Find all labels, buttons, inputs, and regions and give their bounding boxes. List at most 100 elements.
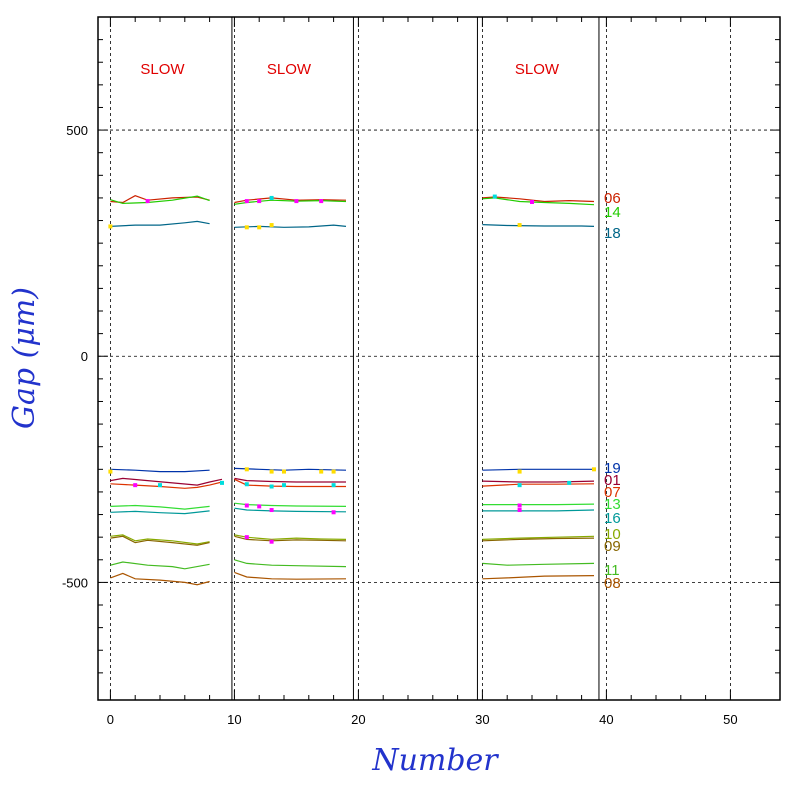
series-line-09 [110,535,210,546]
data-point-marker [269,195,274,200]
data-point-marker [257,504,262,509]
series-label: 10 [604,526,621,543]
data-point-marker [530,199,534,204]
x-tick-labels: 0 10 20 30 40 50 [107,712,738,727]
run-boundaries [231,17,600,700]
series-line-08 [110,572,210,586]
series-label: 01 [604,472,621,489]
data-point-marker [282,469,286,474]
series-line-14 [234,199,347,205]
data-point-marker [517,508,522,513]
series-label: 07 [604,484,621,501]
series-line-10 [110,534,210,545]
series-line-08 [482,575,595,580]
slow-annotations: SLOW SLOW SLOW [140,61,559,78]
data-point-marker [244,503,249,508]
data-point-marker [269,469,274,474]
data-point-marker [517,503,522,508]
series-label: 11 [604,562,620,579]
data-point-marker [517,469,522,474]
series-line-13 [110,504,210,510]
series-line-10 [482,535,595,540]
series-label: 06 [604,190,621,207]
series-markers [108,194,596,544]
data-point-marker [257,199,262,204]
series-line-01 [234,477,346,483]
data-point-marker [269,539,274,544]
plot-frame [97,16,781,701]
series-line-18 [482,224,595,227]
x-tick-label: 20 [351,712,365,727]
series-label: 19 [604,460,621,477]
data-point-marker [294,199,299,204]
series-line-10 [234,534,347,541]
series-line-01 [110,477,223,486]
series-line-19 [110,468,210,473]
data-point-marker [108,224,113,229]
series-line-01 [482,480,595,483]
data-point-marker [282,483,286,488]
data-point-marker [244,199,249,204]
x-tick-label: 30 [475,712,489,727]
x-tick-label: 40 [599,712,613,727]
slow-annotation: SLOW [140,61,185,78]
data-point-marker [257,225,262,230]
x-tick-label: 0 [107,712,114,727]
data-point-marker [244,482,249,487]
series-line-06 [234,197,347,204]
data-point-marker [244,535,249,540]
series-line-13 [234,502,347,507]
series-line-07 [482,483,595,487]
axis-ticks [98,17,780,700]
series-label: 16 [604,510,621,527]
slow-annotation: SLOW [515,61,560,78]
series-label: 13 [604,496,621,513]
data-point-marker [331,469,336,474]
series-line-13 [482,503,595,506]
y-tick-label: -500 [62,575,88,590]
data-point-marker [331,483,336,488]
data-point-marker [158,483,162,488]
series-line-14 [110,195,210,205]
data-point-marker [517,223,522,228]
data-point-marker [567,480,572,485]
data-point-marker [492,194,497,199]
y-tick-label: 0 [81,349,88,364]
y-axis-title: Gap (μm) [7,287,42,429]
series-label: 18 [604,225,621,242]
data-point-marker [319,469,324,474]
series-line-18 [110,220,210,227]
series-line-09 [482,537,595,542]
series-line-19 [482,468,594,471]
data-point-marker [220,480,224,485]
series-line-08 [234,571,347,580]
x-tick-label: 10 [227,712,241,727]
data-point-marker [331,510,336,515]
series-line-11 [110,561,210,570]
series-line-18 [234,224,347,228]
series-line-16 [482,509,595,512]
y-tick-labels: 500 0 -500 [62,123,88,590]
series-label: 08 [604,575,621,592]
data-point-marker [592,467,596,472]
data-point-marker [244,225,249,230]
slow-annotation: SLOW [267,61,312,78]
series-line-16 [110,510,210,515]
x-axis-title: Number [371,743,499,778]
data-point-marker [244,467,249,472]
data-point-marker [319,199,324,204]
y-tick-label: 500 [66,123,88,138]
x-tick-label: 50 [723,712,737,727]
data-point-marker [108,469,113,474]
series-line-11 [482,562,595,566]
data-point-marker [517,483,522,488]
series-label: 09 [604,538,621,555]
series-line-11 [234,559,347,568]
data-point-marker [145,199,150,204]
series-line-09 [234,535,347,542]
data-point-marker [269,508,274,513]
series-label: 14 [604,204,621,221]
data-point-marker [269,484,274,489]
